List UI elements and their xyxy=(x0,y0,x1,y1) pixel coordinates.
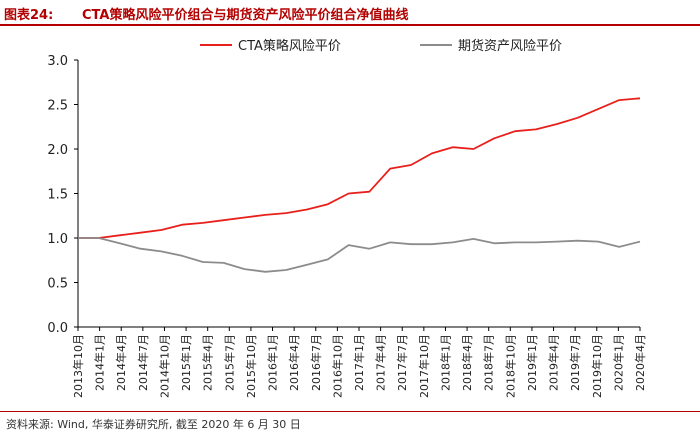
line-chart: 0.0 0.5 1.0 1.5 2.0 2.5 3.0 2013年10月 2014年1月 2014… xyxy=(47,38,647,398)
x-tick-label: 2016年10月 xyxy=(330,334,344,398)
y-tick-label: 2.5 xyxy=(47,99,68,114)
x-tick-label: 2017年1月 xyxy=(352,334,366,391)
figure-label: 图表24: xyxy=(4,8,54,23)
y-tick-label: 2.0 xyxy=(47,143,68,158)
chart-axes: 0.0 0.5 1.0 1.5 2.0 2.5 3.0 2013年10月 2014年1月 2014… xyxy=(47,54,647,398)
x-tick-label: 2018年10月 xyxy=(503,334,517,398)
title-divider xyxy=(0,24,700,26)
y-tick-label: 0.5 xyxy=(47,277,68,292)
x-tick-label: 2018年7月 xyxy=(482,334,496,391)
x-tick-label: 2017年10月 xyxy=(417,334,431,398)
x-tick-label: 2014年10月 xyxy=(157,334,171,398)
x-tick-label: 2017年7月 xyxy=(395,334,409,391)
legend-item-cta-label: CTA策略风险平价 xyxy=(238,38,341,54)
x-tick-label: 2019年7月 xyxy=(568,334,582,391)
x-tick-label: 2019年10月 xyxy=(590,334,604,398)
x-tick-label: 2019年4月 xyxy=(547,334,561,391)
x-tick-label: 2018年1月 xyxy=(438,334,452,391)
x-tick-label: 2014年1月 xyxy=(93,334,107,391)
x-tick-label: 2017年4月 xyxy=(374,334,388,391)
chart-legend: CTA策略风险平价 期货资产风险平价 xyxy=(200,38,562,54)
series-line-cta xyxy=(78,97,641,239)
figure-title-bar: 图表24: CTA策略风险平价组合与期货资产风险平价组合净值曲线 xyxy=(0,0,700,28)
source-divider xyxy=(0,411,700,412)
figure-title: CTA策略风险平价组合与期货资产风险平价组合净值曲线 xyxy=(82,8,409,23)
source-note: 资料来源: Wind, 华泰证券研究所, 截至 2020 年 6 月 30 日 xyxy=(6,418,301,431)
x-tick-label: 2015年1月 xyxy=(179,334,193,391)
x-tick-label: 2019年1月 xyxy=(525,334,539,391)
x-tick-label: 2020年1月 xyxy=(611,334,625,391)
series-line-futures xyxy=(78,237,641,273)
y-tick-label: 1.5 xyxy=(47,188,68,203)
x-tick-label: 2015年4月 xyxy=(201,334,215,391)
chart-lines xyxy=(78,97,641,273)
y-tick-label: 1.0 xyxy=(47,232,68,247)
x-tick-label: 2018年4月 xyxy=(460,334,474,391)
x-tick-label: 2016年4月 xyxy=(287,334,301,391)
x-tick-label: 2020年4月 xyxy=(633,334,647,391)
x-tick-label: 2016年7月 xyxy=(309,334,323,391)
x-tick-label: 2014年4月 xyxy=(114,334,128,391)
legend-item-futures-label: 期货资产风险平价 xyxy=(458,38,562,54)
y-tick-label: 3.0 xyxy=(47,54,68,69)
x-tick-label: 2015年7月 xyxy=(222,334,236,391)
x-tick-label: 2014年7月 xyxy=(136,334,150,391)
x-tick-label: 2015年10月 xyxy=(244,334,258,398)
x-tick-label: 2016年1月 xyxy=(266,334,280,391)
y-tick-label: 0.0 xyxy=(47,321,68,336)
x-tick-label: 2013年10月 xyxy=(71,334,85,398)
